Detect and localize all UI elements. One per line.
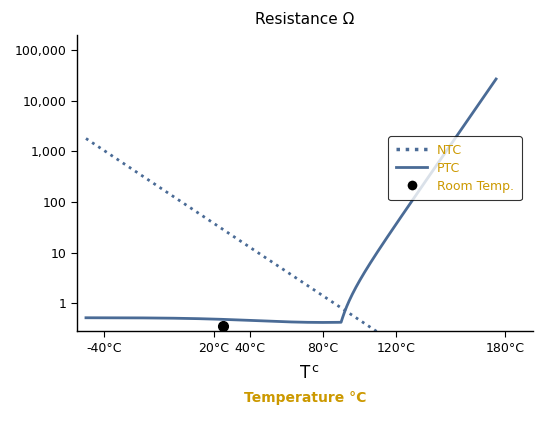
Text: c: c (311, 362, 318, 375)
PTC (320, 320, 327, 325)
Legend: NTC, PTC, Room Temp.: NTC, PTC, Room Temp. (389, 136, 522, 200)
NTC (338, 305, 344, 310)
NTC (434, 369, 440, 374)
NTC (83, 136, 89, 141)
PTC (493, 76, 500, 82)
PTC (321, 320, 328, 325)
PTC (394, 219, 401, 225)
Text: T: T (300, 364, 310, 382)
Text: Temperature °C: Temperature °C (244, 391, 366, 405)
NTC (501, 413, 507, 419)
PTC (83, 315, 89, 320)
NTC (315, 290, 321, 295)
NTC (511, 420, 518, 426)
PTC (344, 301, 351, 307)
NTC (286, 271, 293, 276)
Line: PTC: PTC (86, 79, 496, 323)
NTC (289, 272, 295, 278)
Line: NTC: NTC (86, 139, 514, 423)
PTC (436, 158, 443, 164)
PTC (332, 320, 339, 325)
PTC (108, 315, 114, 320)
Title: Resistance Ω: Resistance Ω (255, 12, 355, 27)
